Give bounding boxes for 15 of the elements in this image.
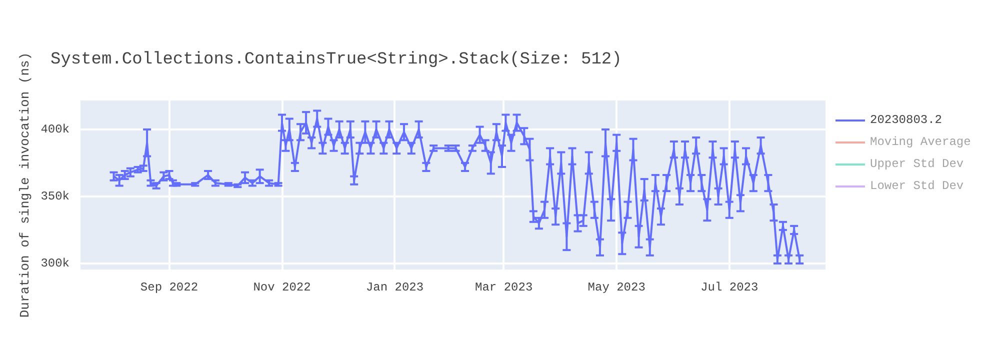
legend-label: 20230803.2 — [870, 113, 942, 127]
legend-label: Lower Std Dev — [870, 179, 964, 193]
y-axis-title: Duration of single invocation (ns) — [18, 52, 33, 318]
x-tick-label: Nov 2022 — [253, 280, 311, 294]
chart-title: System.Collections.ContainsTrue<String>.Stack(Size: 512) — [50, 50, 622, 70]
legend-label: Upper Std Dev — [870, 157, 964, 171]
x-tick-label: May 2023 — [588, 280, 646, 294]
x-tick-label: Jan 2023 — [366, 280, 424, 294]
x-tick-label: Sep 2022 — [140, 280, 198, 294]
y-tick-label: 400k — [40, 122, 70, 136]
x-tick-label: Jul 2023 — [700, 280, 758, 294]
x-tick-label: Mar 2023 — [475, 280, 533, 294]
y-tick-label: 300k — [40, 256, 70, 270]
legend-label: Moving Average — [870, 135, 971, 149]
y-tick-label: 350k — [40, 189, 70, 204]
